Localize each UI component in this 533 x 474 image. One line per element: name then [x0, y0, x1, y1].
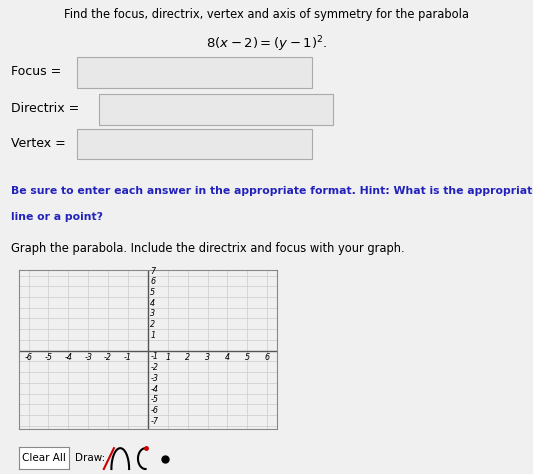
Text: -2: -2: [150, 363, 158, 372]
Text: line or a point?: line or a point?: [11, 212, 103, 222]
Text: Be sure to enter each answer in the appropriate format. Hint: What is the approp: Be sure to enter each answer in the appr…: [11, 186, 533, 196]
Text: Vertex =: Vertex =: [11, 137, 66, 150]
Text: Directrix =: Directrix =: [11, 102, 79, 115]
Text: 3: 3: [150, 310, 156, 319]
Text: 1: 1: [165, 353, 171, 362]
Text: -3: -3: [84, 353, 92, 362]
Text: 5: 5: [150, 288, 156, 297]
Text: 4: 4: [150, 299, 156, 308]
Text: 2: 2: [185, 353, 190, 362]
Text: 7: 7: [150, 266, 156, 275]
Text: 6: 6: [150, 277, 156, 286]
Text: -4: -4: [64, 353, 72, 362]
Text: Draw:: Draw:: [75, 453, 105, 463]
Text: $8(x-2)=(y-1)^{2}.$: $8(x-2)=(y-1)^{2}.$: [206, 35, 327, 54]
Text: 3: 3: [205, 353, 210, 362]
Text: -2: -2: [104, 353, 112, 362]
Text: 4: 4: [225, 353, 230, 362]
Text: -6: -6: [25, 353, 33, 362]
Text: -5: -5: [150, 395, 158, 404]
FancyBboxPatch shape: [99, 94, 333, 125]
Text: -6: -6: [150, 406, 158, 415]
Text: 2: 2: [150, 320, 156, 329]
Text: Clear All: Clear All: [22, 453, 66, 463]
FancyBboxPatch shape: [77, 129, 312, 159]
Text: -1: -1: [124, 353, 132, 362]
FancyBboxPatch shape: [77, 57, 312, 88]
Text: -5: -5: [44, 353, 52, 362]
Text: Focus =: Focus =: [11, 65, 61, 78]
Text: Find the focus, directrix, vertex and axis of symmetry for the parabola: Find the focus, directrix, vertex and ax…: [64, 8, 469, 21]
Text: -1: -1: [150, 352, 158, 361]
Text: -3: -3: [150, 374, 158, 383]
Text: 6: 6: [265, 353, 270, 362]
Text: 1: 1: [150, 331, 156, 340]
Text: -4: -4: [150, 384, 158, 393]
Text: 5: 5: [245, 353, 250, 362]
Text: Graph the parabola. Include the directrix and focus with your graph.: Graph the parabola. Include the directri…: [11, 242, 405, 255]
Text: -7: -7: [150, 417, 158, 426]
